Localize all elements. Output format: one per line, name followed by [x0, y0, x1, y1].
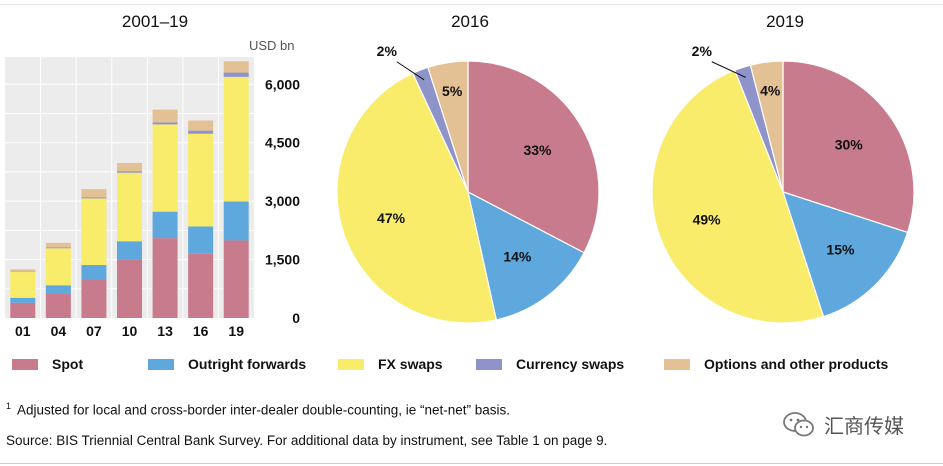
- legend-swatch: [476, 358, 502, 370]
- legend-label: FX swaps: [378, 356, 443, 372]
- bar-segment-currency-swaps: [45, 247, 71, 249]
- leader-line: [711, 61, 746, 78]
- y-tick-label: 3,000: [265, 193, 300, 209]
- pie-data-label: 33%: [523, 142, 552, 158]
- pie-data-label: 5%: [442, 83, 463, 99]
- bar-segment-fx-swaps: [152, 124, 178, 212]
- bar-segment-outright-forwards: [117, 241, 142, 260]
- bar-segment-options-and-other-products: [45, 242, 71, 248]
- bar-segment-fx-swaps: [10, 272, 36, 298]
- watermark-text: 汇商传媒: [824, 416, 904, 438]
- pie-data-label: 2%: [377, 43, 398, 59]
- x-tick-label: 04: [51, 323, 67, 339]
- pie-data-label: 49%: [693, 212, 722, 228]
- bar-segment-spot: [152, 238, 178, 318]
- legend-item-outright-forwards: Outright forwards: [148, 356, 306, 372]
- footnote-marker: 1: [6, 401, 12, 411]
- x-tick-label: 10: [122, 323, 138, 339]
- x-tick-label: 07: [86, 323, 102, 339]
- bar-segment-spot: [117, 259, 142, 318]
- legend-label: Options and other products: [704, 356, 889, 372]
- pie-slice-spot: [467, 60, 600, 254]
- bar-segment-currency-swaps: [152, 122, 178, 125]
- pie-slice-fx-swaps: [651, 69, 825, 324]
- wechat-icon: [783, 411, 814, 436]
- bar-chart-title: 2001–19: [121, 12, 189, 31]
- pie-data-label: 30%: [835, 136, 864, 152]
- pie-slice-fx-swaps: [336, 72, 498, 324]
- bar-segment-options-and-other-products: [223, 61, 249, 73]
- bar-segment-outright-forwards: [10, 297, 36, 303]
- bottom-rule: [0, 463, 943, 464]
- legend-label: Currency swaps: [516, 356, 625, 372]
- legend-label: Spot: [52, 356, 84, 372]
- pie-slice-options-and-other-products: [749, 60, 784, 193]
- footnote-text: Adjusted for local and cross-border inte…: [17, 402, 511, 418]
- footnote: 1 Adjusted for local and cross-border int…: [6, 401, 510, 418]
- watermark: 汇商传媒: [782, 410, 904, 439]
- legend-swatch: [664, 358, 690, 370]
- bar-segment-fx-swaps: [45, 248, 71, 286]
- y-tick-label: 6,000: [265, 76, 300, 92]
- pie-slice-options-and-other-products: [427, 60, 469, 193]
- pie-data-label: 15%: [826, 241, 855, 257]
- bar-segment-fx-swaps: [188, 133, 214, 227]
- bar-segment-outright-forwards: [223, 201, 249, 241]
- pie-data-label: 47%: [377, 210, 406, 226]
- pie-slice-outright-forwards: [782, 191, 909, 318]
- bar-segment-spot: [10, 302, 36, 318]
- legend-label: Outright forwards: [188, 356, 307, 372]
- y-tick-label: 4,500: [265, 135, 300, 151]
- unit-label: USD bn: [249, 38, 295, 53]
- bar-segment-spot: [81, 279, 107, 318]
- x-tick-label: 13: [157, 323, 173, 339]
- source-note: Source: BIS Triennial Central Bank Surve…: [6, 433, 608, 448]
- legend-item-options: Options and other products: [664, 356, 888, 372]
- bar-segment-options-and-other-products: [117, 162, 142, 172]
- legend: Spot Outright forwards FX swaps Currency…: [8, 352, 943, 378]
- top-rule: [0, 4, 943, 5]
- leader-line: [396, 61, 425, 81]
- legend-swatch: [338, 358, 364, 370]
- bar-segment-currency-swaps: [188, 130, 214, 134]
- pie-2016-title: 2016: [451, 12, 489, 31]
- pie-2019-title: 2019: [766, 12, 804, 31]
- pie-charts: 33% 14% 47% 2% 5% 30% 15% 49% 2% 4%: [336, 43, 915, 324]
- legend-item-fx-swaps: FX swaps: [338, 356, 443, 372]
- legend-item-currency-swaps: Currency swaps: [476, 356, 624, 372]
- bar-segment-fx-swaps: [223, 76, 249, 202]
- bar-segment-outright-forwards: [45, 285, 71, 294]
- bar-segment-options-and-other-products: [10, 269, 36, 272]
- legend-swatch: [148, 358, 174, 370]
- x-tick-label: 01: [15, 323, 31, 339]
- bar-segment-fx-swaps: [81, 198, 107, 266]
- bar-segment-spot: [223, 240, 249, 318]
- pie-data-label: 2%: [692, 43, 713, 59]
- bar-segment-fx-swaps: [117, 172, 142, 242]
- pie-slice-spot: [782, 60, 915, 234]
- bar-segment-spot: [45, 293, 71, 318]
- bar-segment-outright-forwards: [188, 226, 214, 254]
- bar-chart: 01 04 07 10 13 16 19 0 1,500 3,000 4,500 6,000: [5, 57, 300, 339]
- y-tick-label: 0: [292, 310, 300, 326]
- bar-segment-spot: [188, 253, 214, 318]
- pie-slice-outright-forwards: [467, 190, 585, 321]
- bar-segment-currency-swaps: [81, 197, 107, 199]
- bar-segment-options-and-other-products: [188, 120, 214, 131]
- pie-data-label: 14%: [503, 249, 532, 265]
- legend-item-spot: Spot: [12, 356, 83, 372]
- bar-segment-outright-forwards: [81, 265, 107, 280]
- legend-swatch: [12, 358, 38, 370]
- y-tick-label: 1,500: [265, 252, 300, 268]
- bar-segment-options-and-other-products: [152, 109, 178, 123]
- bar-segment-options-and-other-products: [81, 189, 107, 198]
- bar-segment-outright-forwards: [152, 211, 178, 239]
- bar-segment-currency-swaps: [117, 171, 142, 173]
- pie-data-label: 4%: [760, 83, 781, 99]
- bar-segment-currency-swaps: [223, 72, 249, 77]
- x-tick-label: 19: [228, 323, 244, 339]
- x-tick-label: 16: [193, 323, 209, 339]
